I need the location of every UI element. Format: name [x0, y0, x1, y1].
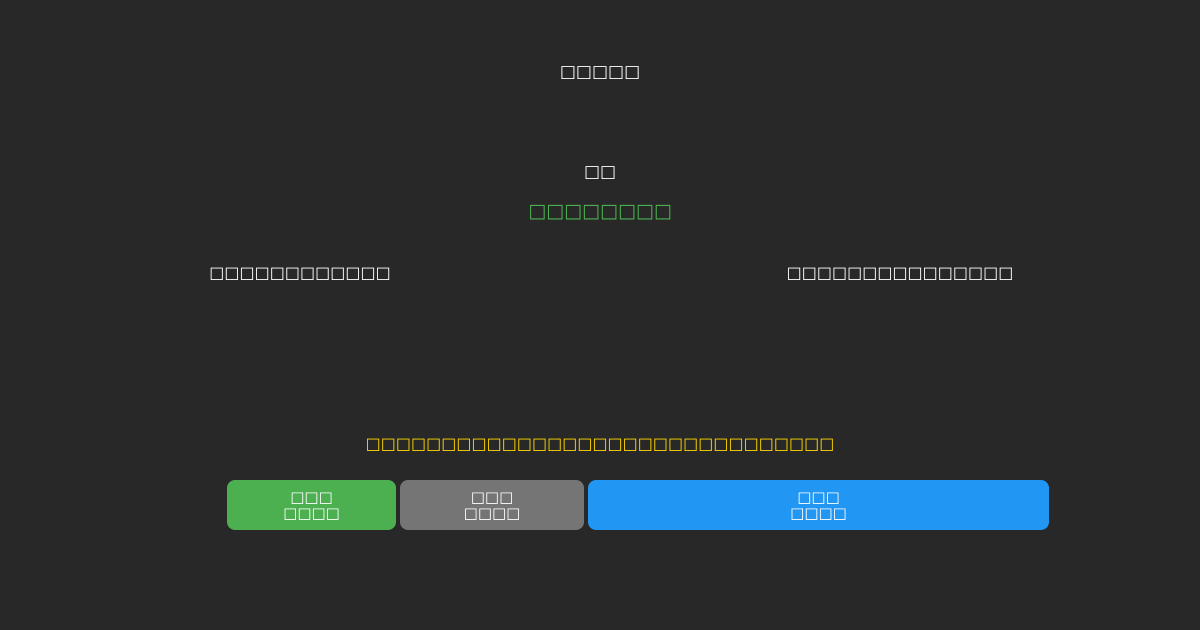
button-label-line2: □□□□	[283, 504, 340, 522]
button-label-line1: □□□	[290, 488, 333, 506]
left-info-label: □□□□□□□□□□□□	[209, 263, 391, 282]
right-info-label: □□□□□□□□□□□□□□□	[786, 263, 1014, 282]
button-label-line1: □□□	[470, 488, 514, 506]
page-title: □□□□□	[559, 62, 641, 82]
warning-notice: □□□□□□□□□□□□□□□□□□□□□□□□□□□□□□□	[365, 434, 835, 453]
button-label-line1: □□□	[797, 488, 840, 506]
button-label-line2: □□□□	[790, 504, 847, 522]
action-button-gray[interactable]: □□□ □□□□	[400, 480, 584, 530]
status-text: □□□□□□□□	[528, 200, 672, 222]
action-button-green[interactable]: □□□ □□□□	[227, 480, 396, 530]
button-label-line2: □□□□	[463, 504, 521, 522]
section-heading: □□	[583, 162, 617, 182]
action-button-blue[interactable]: □□□ □□□□	[588, 480, 1049, 530]
